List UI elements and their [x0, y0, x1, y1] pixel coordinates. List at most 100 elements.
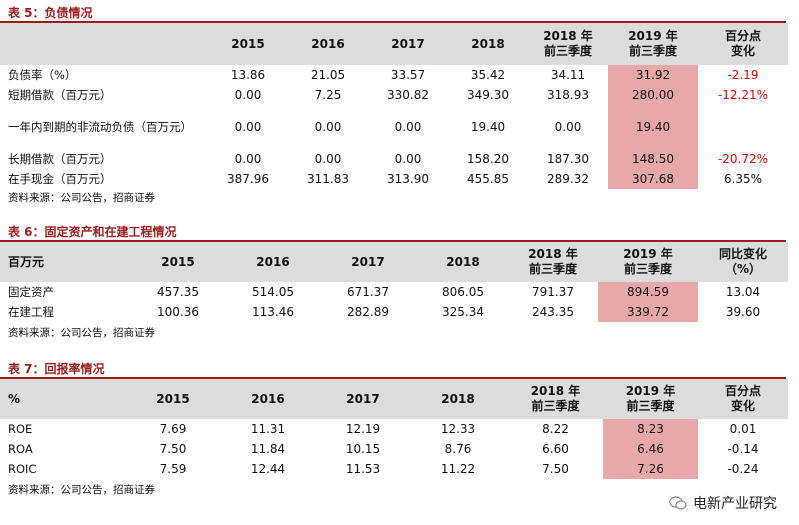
table-row: 一年内到期的非流动负债（百万元） 0.00 0.00 0.00 19.40 0.00 19.…: [0, 105, 788, 149]
value-cell: 148.50: [608, 149, 698, 169]
header-cell: 2015: [161, 254, 195, 269]
value-cell: 0.00: [234, 152, 262, 166]
header-cell: 2018: [471, 36, 505, 51]
header-line: 2019 年: [628, 29, 678, 43]
table-row: ROE 7.69 11.31 12.19 12.33 8.22 8.23 0.01: [0, 419, 788, 439]
value-cell: 39.60: [725, 305, 761, 319]
header-line: 变化: [730, 399, 755, 413]
value-cell: [698, 105, 788, 149]
value-cell: -0.14: [727, 442, 759, 456]
value-cell: 11.84: [250, 442, 286, 456]
value-cell: 325.34: [442, 305, 484, 319]
value-cell: 6.60: [542, 442, 569, 456]
header-line: 变化: [730, 44, 755, 58]
table7-title: 表 7：回报率情况: [0, 362, 783, 379]
header-cell: 2018 年前三季度: [508, 242, 598, 282]
value-cell: 0.01: [729, 422, 757, 436]
value-cell: 671.37: [347, 285, 389, 299]
header-cell: [0, 23, 208, 65]
table-row: 在手现金（百万元） 387.96 311.83 313.90 455.85 289.32 3…: [0, 169, 788, 189]
header-cell: 同比变化 （%）: [698, 242, 788, 282]
header-cell: 百分点 变化: [698, 379, 788, 419]
watermark: 电新产业研究: [669, 493, 777, 513]
value-cell: 8.22: [542, 422, 569, 436]
header-cell: 2016: [251, 391, 285, 406]
value-cell: 7.69: [159, 422, 187, 436]
row-label: 负债率（%）: [8, 68, 77, 82]
header-cell: 2019 年前三季度: [598, 242, 698, 282]
value-cell: 113.46: [252, 305, 294, 319]
wechat-icon: [669, 496, 687, 510]
table5-title: 表 5：负债情况: [0, 6, 782, 23]
table-header-row: 百万元 2015 2016 2017 2018 2018 年前三季度 2019 …: [0, 242, 788, 282]
header-cell: 2016: [256, 254, 290, 269]
value-cell: 158.20: [467, 152, 509, 166]
header-cell: 2017: [346, 391, 380, 406]
value-cell: 791.37: [532, 285, 574, 299]
header-line: 前三季度: [623, 262, 672, 276]
header-line: 前三季度: [628, 44, 677, 58]
value-cell: 6.46: [603, 439, 698, 459]
header-line: 2019 年: [623, 247, 673, 261]
header-cell: 2019 年前三季度: [608, 23, 698, 65]
header-cell: 2017: [351, 254, 385, 269]
value-cell: 243.35: [532, 305, 574, 319]
value-cell: 0.00: [234, 88, 262, 102]
value-cell: 21.05: [310, 68, 346, 82]
value-cell: 11.31: [250, 422, 286, 436]
value-cell: 0.00: [554, 120, 582, 134]
row-label: ROIC: [8, 462, 37, 476]
header-cell: 2017: [391, 36, 425, 51]
header-cell: 2016: [311, 36, 345, 51]
source-note: 资料来源：公司公告，招商证券: [8, 192, 155, 204]
header-line: 前三季度: [531, 399, 580, 413]
value-cell: 318.93: [547, 88, 589, 102]
value-cell: 330.82: [387, 88, 429, 102]
value-cell: 307.68: [608, 169, 698, 189]
header-line: 前三季度: [528, 262, 577, 276]
value-cell: 311.83: [307, 172, 349, 186]
value-cell: 12.44: [250, 462, 286, 476]
header-line: （%）: [724, 262, 762, 276]
header-cell: 百万元: [8, 254, 45, 269]
row-label: ROE: [8, 422, 33, 436]
header-line: 2018 年: [543, 29, 593, 43]
value-cell: 0.00: [234, 120, 262, 134]
header-cell: 2019 年前三季度: [603, 379, 698, 419]
value-cell: 19.40: [470, 120, 506, 134]
value-cell: 7.50: [159, 442, 187, 456]
table-row: 在建工程 100.36 113.46 282.89 325.34 243.35 339.72…: [0, 302, 788, 322]
value-cell: 34.11: [550, 68, 586, 82]
value-cell: 13.04: [725, 285, 761, 299]
header-cell: 2018: [446, 254, 480, 269]
row-label: 在建工程: [8, 305, 54, 319]
value-cell: 514.05: [252, 285, 294, 299]
table-header-row: % 2015 2016 2017 2018 2018 年前三季度 2019 年前…: [0, 379, 788, 419]
value-cell: -2.19: [727, 68, 759, 82]
source-note: 资料来源：公司公告，招商证券: [8, 484, 155, 496]
value-cell: 7.26: [603, 459, 698, 479]
value-cell: 11.22: [440, 462, 476, 476]
value-cell: 894.59: [598, 282, 698, 302]
value-cell: 349.30: [467, 88, 509, 102]
row-label: 长期借款（百万元）: [8, 152, 112, 166]
table-row: 长期借款（百万元） 0.00 0.00 0.00 158.20 187.30 148.50 -…: [0, 149, 788, 169]
row-label: 在手现金（百万元）: [8, 172, 112, 186]
header-line: 2018 年: [530, 384, 581, 398]
header-cell: %: [8, 391, 21, 406]
returns-table: % 2015 2016 2017 2018 2018 年前三季度 2019 年前…: [0, 379, 788, 479]
value-cell: 0.00: [314, 152, 342, 166]
value-cell: 455.85: [467, 172, 509, 186]
header-line: 2018 年: [528, 247, 578, 261]
value-cell: -12.21%: [717, 88, 769, 102]
header-cell: 2018: [441, 391, 475, 406]
value-cell: 806.05: [442, 285, 484, 299]
header-line: 2019 年: [625, 384, 676, 398]
row-label: 固定资产: [8, 285, 54, 299]
value-cell: 100.36: [157, 305, 199, 319]
row-label: 一年内到期的非流动负债（百万元）: [8, 120, 192, 134]
header-cell: 2018 年前三季度: [528, 23, 608, 65]
value-cell: 6.35%: [723, 172, 763, 186]
value-cell: 7.25: [314, 88, 342, 102]
value-cell: 0.00: [394, 152, 422, 166]
